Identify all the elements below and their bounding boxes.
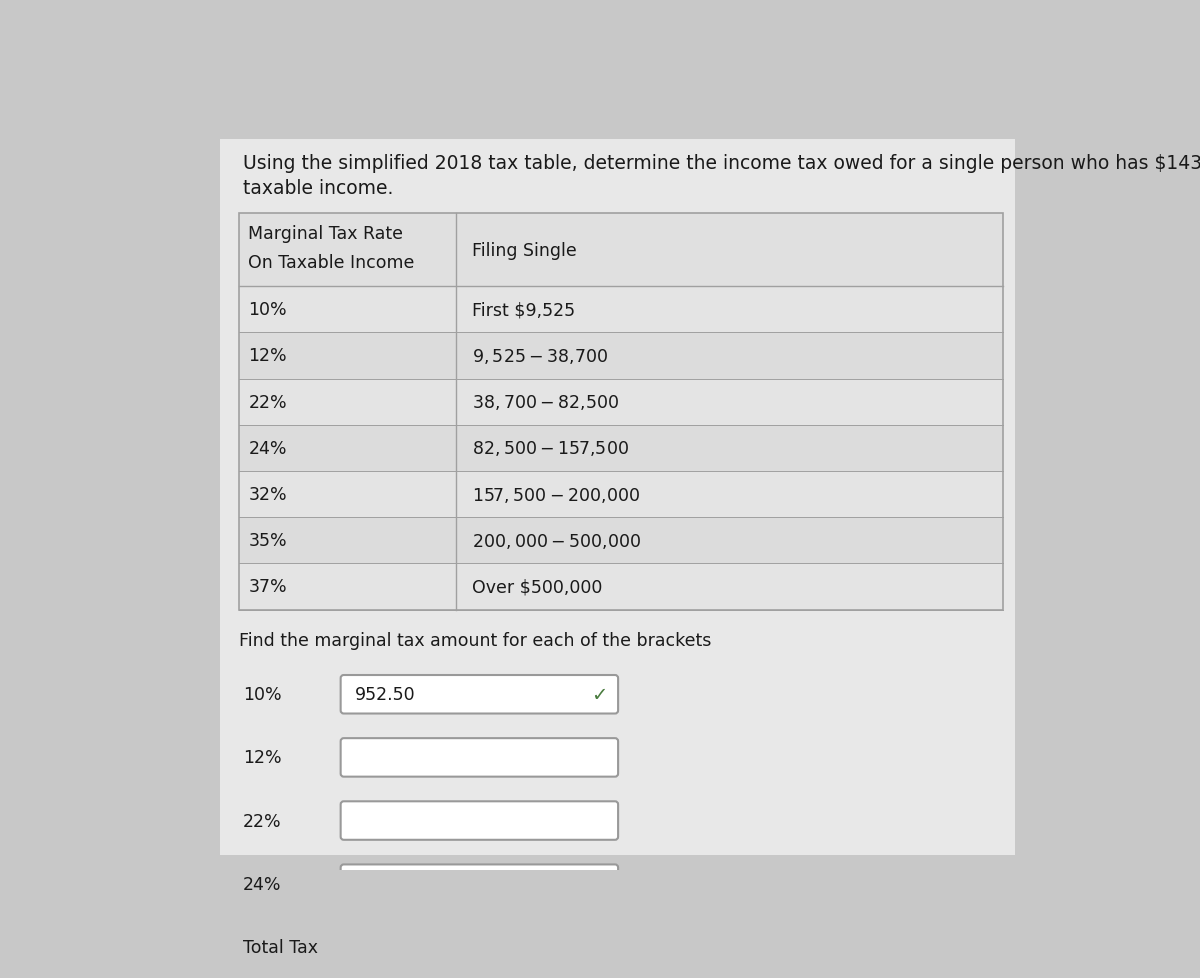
Text: 24%: 24%: [248, 439, 287, 458]
Text: 35%: 35%: [248, 532, 287, 550]
FancyBboxPatch shape: [341, 738, 618, 777]
Text: Marginal Tax Rate: Marginal Tax Rate: [248, 225, 403, 243]
Bar: [239, 379, 1003, 425]
Text: Over $500,000: Over $500,000: [472, 578, 602, 596]
Text: 32%: 32%: [248, 485, 287, 504]
Text: Using the simplified 2018 tax table, determine the income tax owed for a single : Using the simplified 2018 tax table, det…: [242, 154, 1200, 173]
Text: 22%: 22%: [248, 393, 287, 411]
Text: ✓: ✓: [592, 685, 607, 704]
Bar: [220, 140, 1015, 856]
Text: 12%: 12%: [242, 748, 282, 767]
Bar: [239, 517, 1003, 563]
FancyBboxPatch shape: [367, 927, 646, 966]
Text: $9,525 - $38,700: $9,525 - $38,700: [472, 346, 607, 366]
Text: 12%: 12%: [248, 347, 287, 365]
Text: $38,700 - $82,500: $38,700 - $82,500: [472, 393, 619, 412]
Text: On Taxable Income: On Taxable Income: [248, 254, 415, 272]
Bar: [239, 214, 1003, 610]
FancyBboxPatch shape: [341, 676, 618, 714]
Text: 24%: 24%: [242, 874, 282, 893]
Bar: [239, 214, 1003, 287]
Text: Total Tax: Total Tax: [242, 938, 318, 956]
FancyBboxPatch shape: [341, 865, 618, 903]
FancyBboxPatch shape: [341, 802, 618, 840]
Bar: [239, 471, 1003, 517]
Bar: [239, 425, 1003, 471]
Bar: [239, 333, 1003, 379]
Text: Filing Single: Filing Single: [472, 242, 576, 259]
Text: 952.50: 952.50: [355, 686, 416, 703]
Text: 10%: 10%: [242, 686, 282, 703]
Text: Find the marginal tax amount for each of the brackets: Find the marginal tax amount for each of…: [239, 632, 712, 649]
Text: taxable income.: taxable income.: [242, 178, 394, 198]
Text: 37%: 37%: [248, 578, 287, 596]
Text: $157,500 - $200,000: $157,500 - $200,000: [472, 485, 640, 504]
Text: $200,000 - $500,000: $200,000 - $500,000: [472, 531, 641, 551]
Bar: [239, 563, 1003, 610]
Text: $82,500 - $157,500: $82,500 - $157,500: [472, 439, 629, 458]
Text: First $9,525: First $9,525: [472, 301, 575, 319]
Text: 22%: 22%: [242, 812, 282, 829]
Bar: [239, 287, 1003, 333]
Text: 10%: 10%: [248, 301, 287, 319]
